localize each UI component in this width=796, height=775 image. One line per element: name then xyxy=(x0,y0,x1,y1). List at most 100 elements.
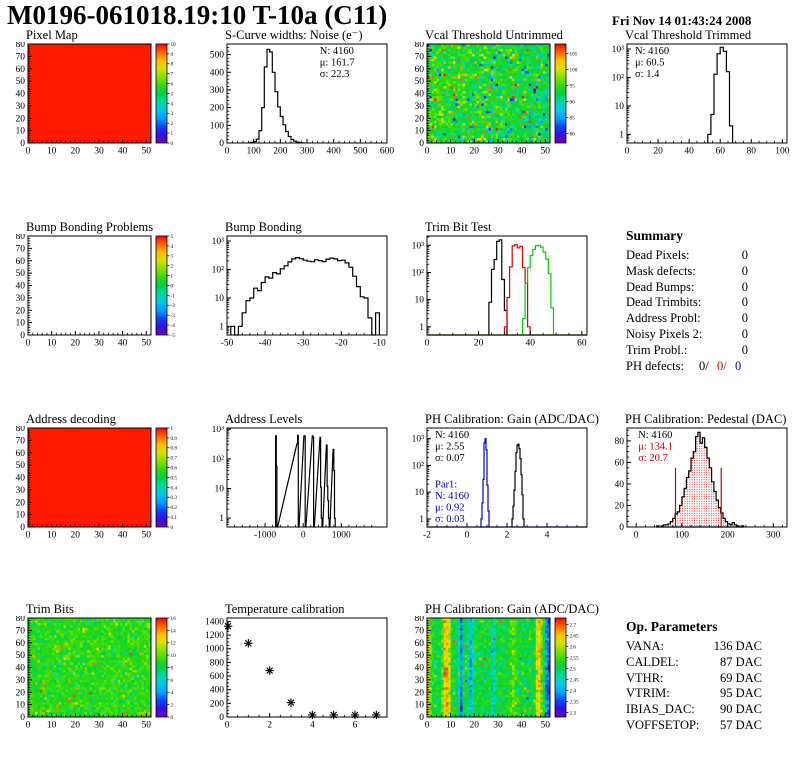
svg-text:0: 0 xyxy=(425,339,430,349)
svg-text:10²: 10² xyxy=(212,265,225,275)
svg-text:10: 10 xyxy=(171,42,177,48)
svg-text:70: 70 xyxy=(415,52,425,62)
panel-row: Noisy Pixels 2:0 xyxy=(600,327,796,343)
svg-text:50: 50 xyxy=(142,339,152,349)
svg-text:40: 40 xyxy=(118,147,128,157)
svg-text:10³: 10³ xyxy=(212,426,225,435)
svg-text:20: 20 xyxy=(653,147,663,157)
svg-text:0.8: 0.8 xyxy=(171,446,178,452)
svg-text:0.1: 0.1 xyxy=(171,515,178,521)
svg-text:40: 40 xyxy=(684,147,694,157)
svg-text:1: 1 xyxy=(171,131,174,137)
svg-text:10: 10 xyxy=(16,319,26,329)
svg-text:50: 50 xyxy=(142,531,152,541)
svg-text:0: 0 xyxy=(20,523,25,533)
svg-text:60: 60 xyxy=(16,449,26,459)
svg-text:30: 30 xyxy=(16,102,26,112)
svg-text:20: 20 xyxy=(470,147,480,157)
svg-text:5: 5 xyxy=(171,91,174,97)
svg-text:-40: -40 xyxy=(259,339,272,349)
panel-row: Dead Trimbits:0 xyxy=(600,295,796,311)
plot-title: Trim Bits xyxy=(26,603,197,616)
svg-text:80: 80 xyxy=(16,42,26,50)
svg-text:30: 30 xyxy=(415,102,425,112)
svg-text:20: 20 xyxy=(16,306,26,316)
svg-text:-2: -2 xyxy=(423,531,431,541)
plot-title: PH Calibration: Gain (ADC/DAC) xyxy=(425,603,596,616)
svg-text:60: 60 xyxy=(715,147,725,157)
svg-text:μ: 2.55: μ: 2.55 xyxy=(435,442,465,453)
svg-text:2: 2 xyxy=(171,264,174,270)
svg-text:100: 100 xyxy=(675,531,690,541)
plot-title: Trim Bit Test xyxy=(425,221,596,234)
svg-text:N: 4160: N: 4160 xyxy=(320,46,354,57)
svg-text:100: 100 xyxy=(210,121,225,131)
svg-text:1000: 1000 xyxy=(332,531,351,541)
svg-text:10: 10 xyxy=(47,339,57,349)
svg-text:-30: -30 xyxy=(297,339,310,349)
panel-row: IBIAS_DAC:90 DAC xyxy=(600,702,796,718)
svg-text:50: 50 xyxy=(16,77,26,87)
svg-text:80: 80 xyxy=(415,42,425,50)
svg-text:20: 20 xyxy=(415,114,425,124)
plot-title: Vcal Threshold Untrimmed xyxy=(425,29,596,42)
svg-text:0: 0 xyxy=(171,525,174,531)
svg-text:1: 1 xyxy=(419,515,424,525)
svg-text:20: 20 xyxy=(71,531,81,541)
svg-text:-10: -10 xyxy=(373,339,386,349)
svg-text:50: 50 xyxy=(16,269,26,279)
svg-text:80: 80 xyxy=(615,437,625,447)
svg-text:σ: 0.03: σ: 0.03 xyxy=(435,514,465,525)
svg-text:-1000: -1000 xyxy=(254,531,276,541)
svg-text:300: 300 xyxy=(300,147,315,157)
panel-row: CALDEL:87 DAC xyxy=(600,655,796,671)
svg-text:μ: 60.5: μ: 60.5 xyxy=(635,58,665,69)
svg-text:10²: 10² xyxy=(412,268,425,278)
svg-text:30: 30 xyxy=(94,531,104,541)
svg-text:10: 10 xyxy=(47,147,57,157)
svg-text:0: 0 xyxy=(419,139,424,149)
svg-text:-5: -5 xyxy=(171,333,176,339)
plot-title: Temperature calibration xyxy=(225,603,396,616)
svg-text:40: 40 xyxy=(615,480,625,490)
op-parameters-heading: Op. Parameters xyxy=(626,619,796,635)
svg-text:20: 20 xyxy=(16,498,26,508)
panel-row: VANA:136 DAC xyxy=(600,639,796,655)
svg-text:8: 8 xyxy=(171,62,174,68)
svg-text:20: 20 xyxy=(474,339,484,349)
svg-text:0: 0 xyxy=(425,147,430,157)
svg-text:μ: 0.92: μ: 0.92 xyxy=(435,503,465,514)
svg-text:N: 4160: N: 4160 xyxy=(635,46,669,57)
svg-text:2: 2 xyxy=(505,531,510,541)
svg-text:σ: 20.7: σ: 20.7 xyxy=(638,453,668,464)
svg-text:50: 50 xyxy=(415,77,425,87)
svg-text:70: 70 xyxy=(16,436,26,446)
svg-text:40: 40 xyxy=(517,147,527,157)
svg-text:60: 60 xyxy=(415,65,425,75)
panel-row: Address Probl:0 xyxy=(600,311,796,327)
svg-text:σ: 0.07: σ: 0.07 xyxy=(435,453,465,464)
svg-text:200: 200 xyxy=(720,531,735,541)
svg-text:μ: 134.1: μ: 134.1 xyxy=(638,442,673,453)
panel-row: VTHR:69 DAC xyxy=(600,671,796,687)
plot-title: Vcal Threshold Trimmed xyxy=(625,29,796,42)
panel-row: PH defects:0/0/0 xyxy=(600,359,796,375)
svg-text:Par1:: Par1: xyxy=(435,480,457,491)
svg-text:40: 40 xyxy=(16,90,26,100)
svg-text:80: 80 xyxy=(16,234,26,242)
